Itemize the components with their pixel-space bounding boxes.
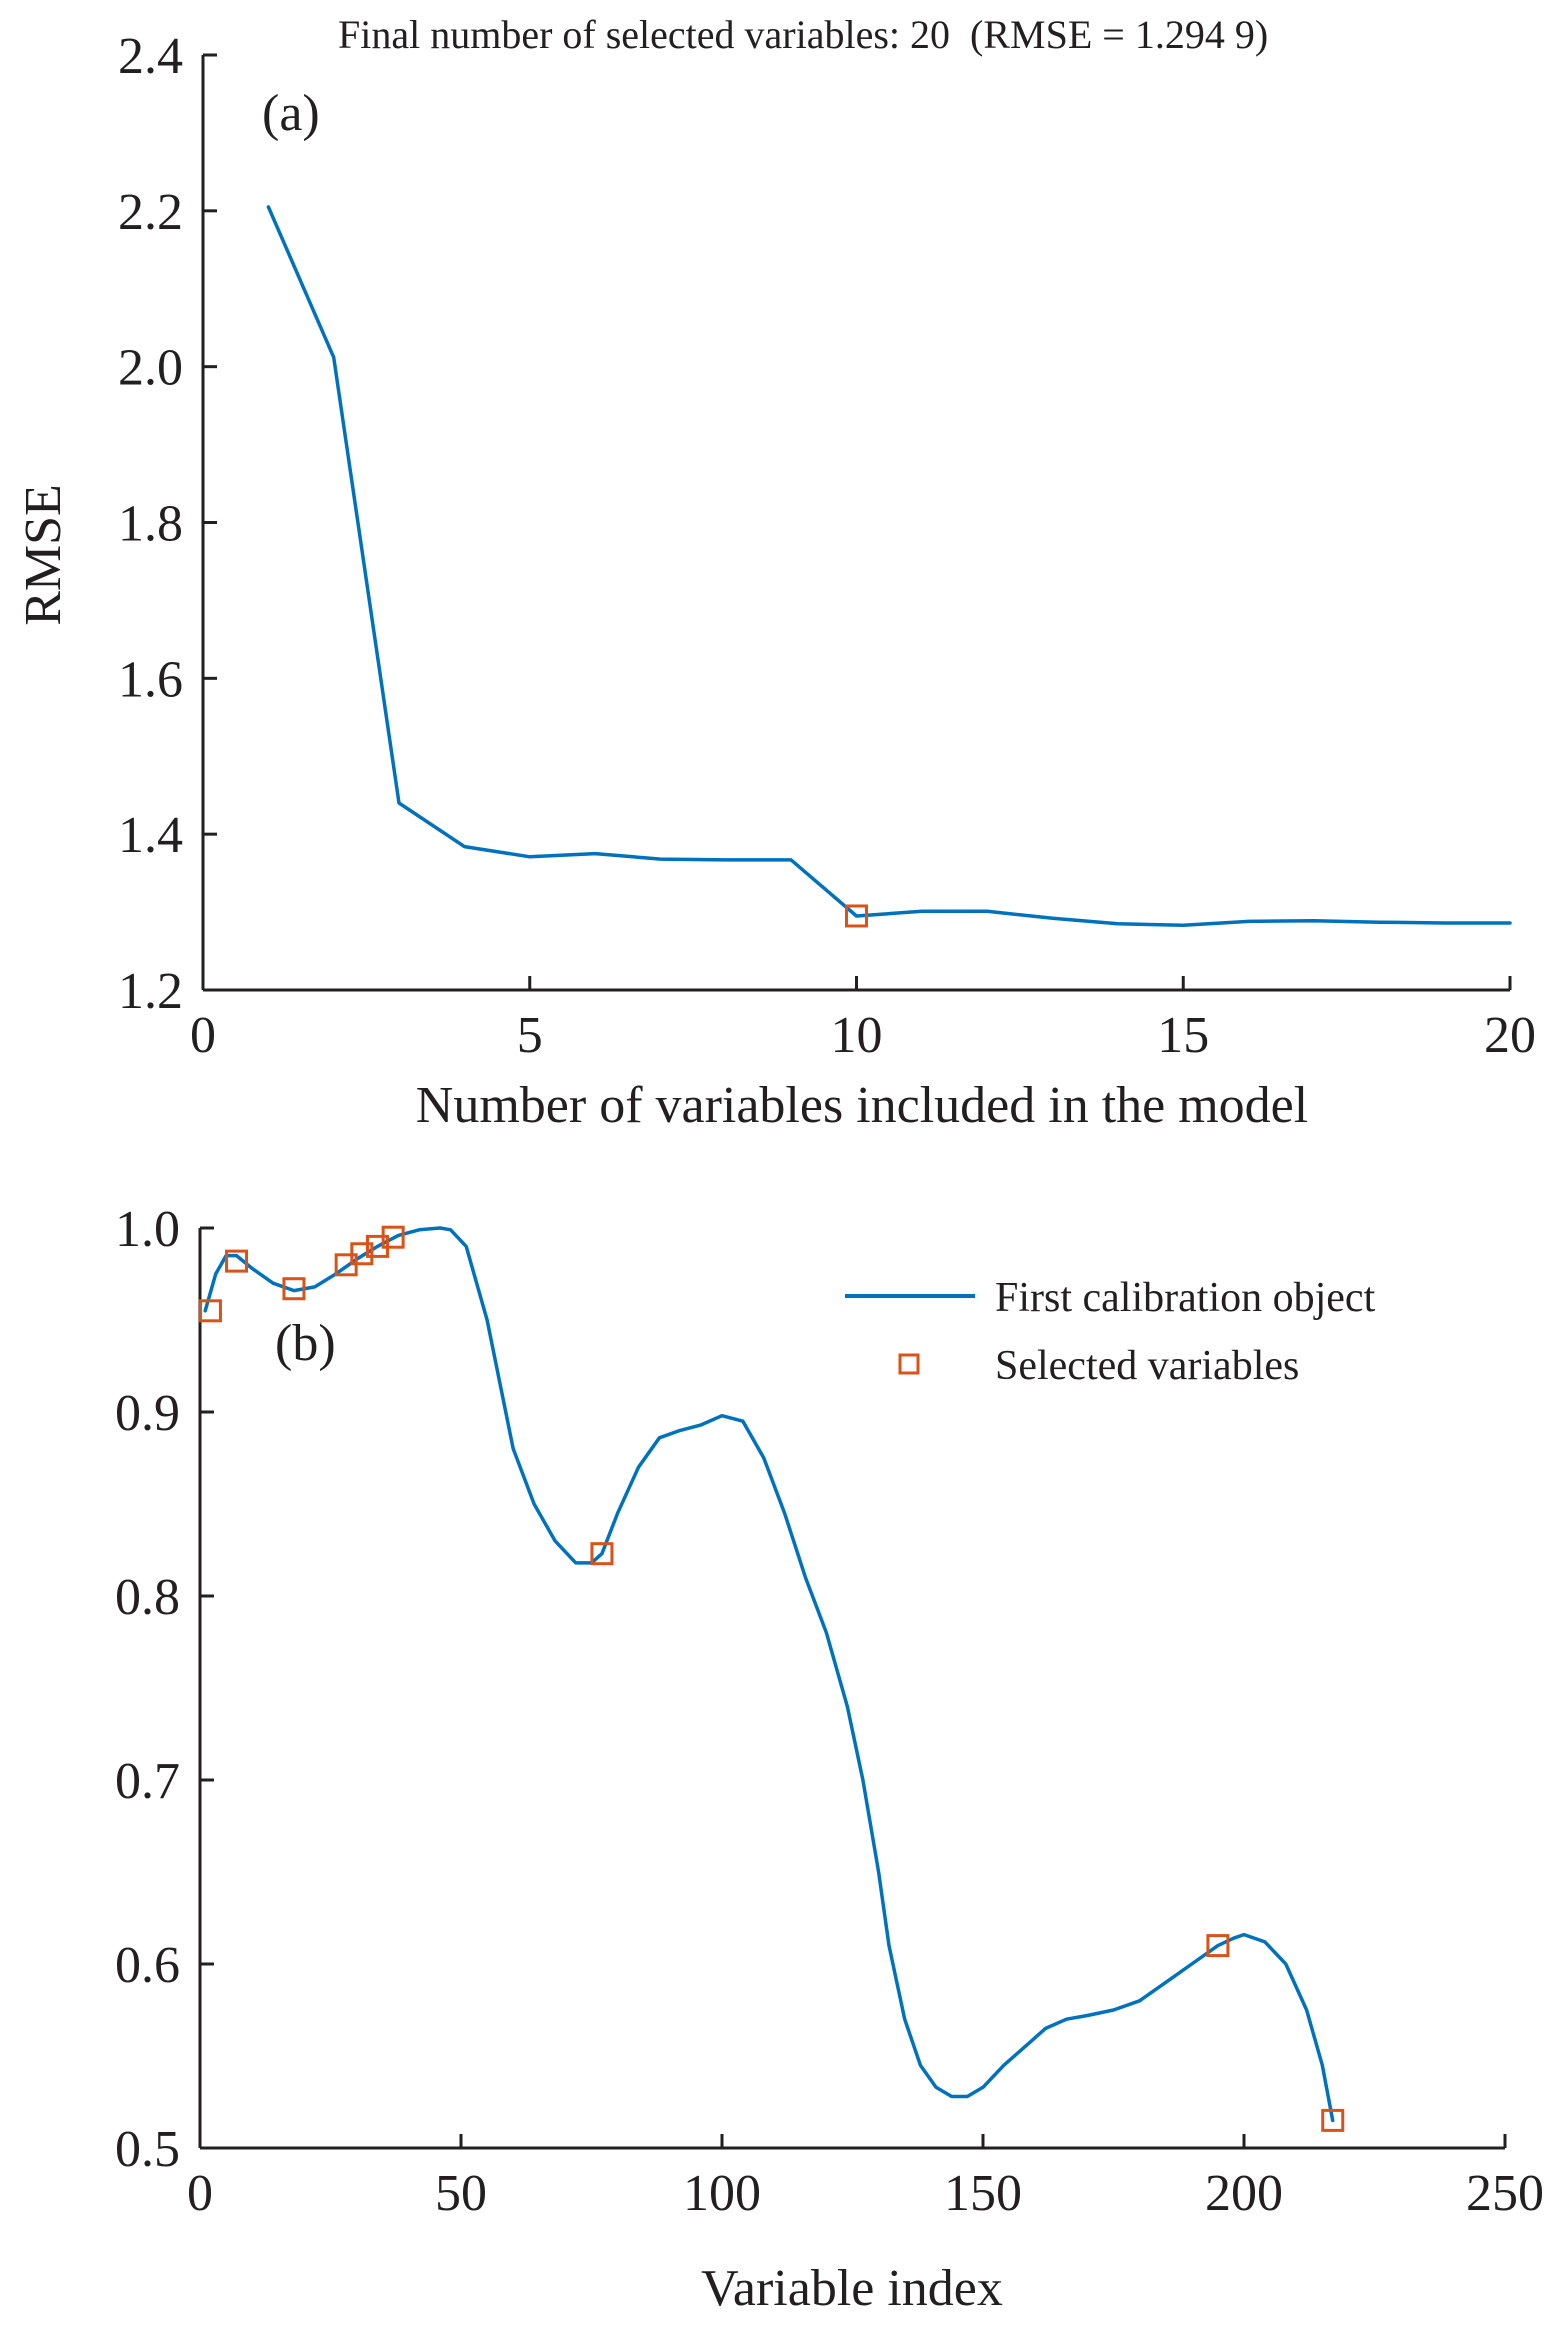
selected-variable-marker <box>350 1242 374 1266</box>
selected-variable-marker <box>1206 1934 1230 1958</box>
x-tick-label: 15 <box>1157 1007 1209 1064</box>
x-tick-label: 0 <box>190 1007 216 1064</box>
selected-variable-marker <box>845 904 868 928</box>
selected-variable-marker <box>282 1277 306 1301</box>
series-line <box>203 1226 1335 2123</box>
legend-marker-swatch <box>898 1353 920 1375</box>
x-tick-label: 200 <box>1205 2165 1283 2222</box>
x-tick-label: 0 <box>187 2165 213 2222</box>
selected-variable-marker <box>198 1299 222 1323</box>
x-tick-label: 10 <box>831 1007 883 1064</box>
panel-b-plot-area <box>198 1225 1345 2132</box>
x-tick-label: 250 <box>1466 2165 1544 2222</box>
panel-a-y-ticks: 1.2 1.4 1.6 1.8 2.0 2.2 2.4 <box>118 28 217 1020</box>
y-tick-label: 0.6 <box>115 1937 180 1994</box>
panel-b-label: (b) <box>275 1315 336 1372</box>
panel-a-label: (a) <box>262 85 320 142</box>
panel-b-axes <box>198 1228 1505 2150</box>
panel-a-axes <box>201 55 1510 992</box>
y-tick-label: 1.2 <box>118 963 183 1020</box>
y-tick-label: 1.0 <box>115 1201 180 1258</box>
y-tick-label: 0.8 <box>115 1569 180 1626</box>
y-tick-label: 1.8 <box>118 496 183 553</box>
y-tick-label: 0.5 <box>115 2121 180 2178</box>
panel-b-x-axis-title: Variable index <box>701 2260 1003 2317</box>
panel-a-plot-area <box>266 205 1512 928</box>
legend-label-line: First calibration object <box>995 1275 1376 1321</box>
panel-a-y-axis-title: RMSE <box>15 484 72 626</box>
y-tick-label: 1.6 <box>118 651 183 708</box>
x-tick-label: 5 <box>517 1007 543 1064</box>
x-tick-label: 150 <box>944 2165 1022 2222</box>
x-tick-label: 100 <box>683 2165 761 2222</box>
series-line <box>266 205 1512 928</box>
legend-label-markers: Selected variables <box>995 1343 1299 1389</box>
panel-b-y-ticks: 0.5 0.6 0.7 0.8 0.9 1.0 <box>115 1201 214 2178</box>
selected-variable-marker <box>225 1249 249 1273</box>
panel-a-x-ticks: 0 5 10 15 20 <box>190 976 1536 1064</box>
selected-variable-marker <box>381 1225 405 1249</box>
y-tick-label: 2.0 <box>118 340 183 397</box>
y-tick-label: 2.2 <box>118 184 183 241</box>
panel-b-calibration-chart: (b) 0 50 100 150 200 250 0.5 0.6 0.7 0.8 0.9 1.0 F… <box>115 1201 1544 2317</box>
x-tick-label: 50 <box>435 2165 487 2222</box>
panel-a-annotation: Final number of selected variables: 20 (… <box>338 12 1268 57</box>
y-tick-label: 2.4 <box>118 28 183 85</box>
selected-variable-marker <box>590 1542 614 1566</box>
y-tick-label: 0.9 <box>115 1385 180 1442</box>
x-tick-label: 20 <box>1484 1007 1536 1064</box>
panel-b-x-ticks: 0 50 100 150 200 250 <box>187 2134 1544 2222</box>
panel-b-legend: First calibration object Selected variab… <box>845 1275 1376 1389</box>
selected-variable-marker <box>1321 2108 1345 2132</box>
y-tick-label: 1.4 <box>118 807 183 864</box>
panel-a-x-axis-title: Number of variables included in the mode… <box>416 1077 1308 1134</box>
y-tick-label: 0.7 <box>115 1753 180 1810</box>
panel-a-rmse-chart: Final number of selected variables: 20 (… <box>15 12 1536 1134</box>
